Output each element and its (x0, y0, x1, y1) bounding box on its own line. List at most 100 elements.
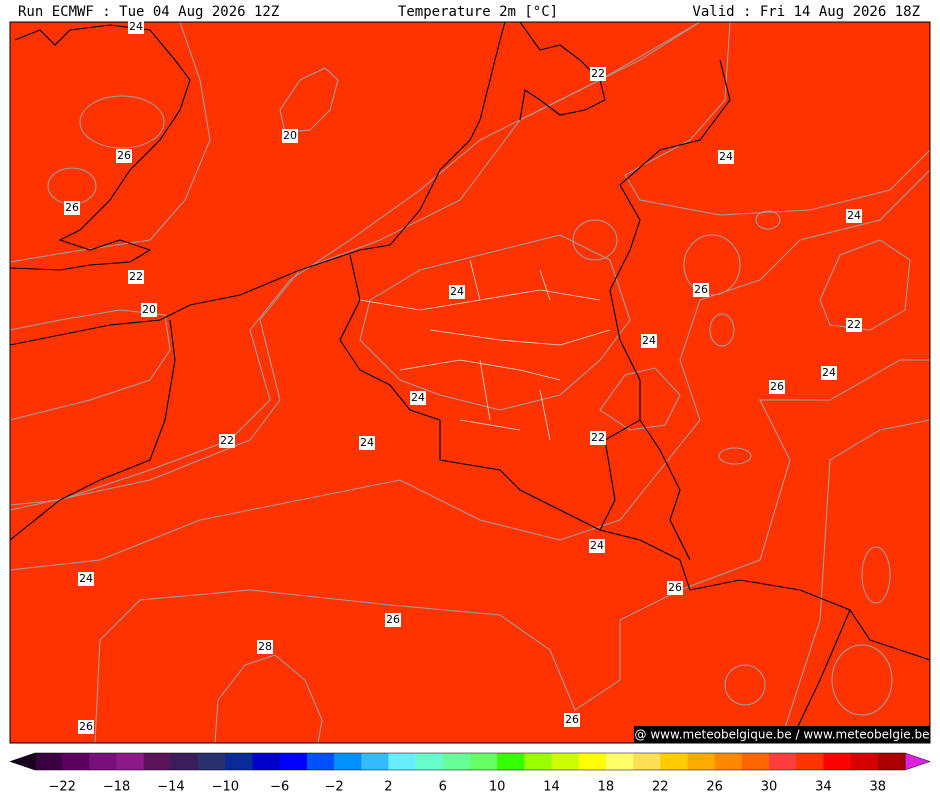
colorbar-segment (442, 753, 471, 770)
temp-zone (819, 239, 911, 331)
contour-label-box (590, 431, 606, 445)
colorbar-frame (34, 752, 906, 771)
contour-label-box (359, 436, 375, 450)
colorbar-tick-label: −2 (324, 780, 343, 795)
contour-label-box (846, 318, 862, 332)
border (599, 529, 930, 661)
colorbar-segment (334, 753, 362, 770)
temp-zone (79, 95, 165, 149)
colorbar-over (904, 752, 931, 771)
colorbar-segment (605, 753, 634, 770)
contour-label: 20 (142, 303, 156, 316)
contour-label: 24 (642, 334, 656, 347)
temp-zone (599, 367, 681, 431)
colorbar-tick-label: 6 (439, 780, 447, 795)
contour-label-box (78, 572, 94, 586)
temp-zone (10, 22, 211, 263)
contour-label-box (821, 366, 837, 380)
colorbar-segment (714, 753, 743, 770)
colorbar-segment (252, 753, 280, 770)
colorbar-tick-label: −18 (103, 780, 130, 795)
colorbar-segment (660, 753, 688, 770)
colorbar-tick-label: −10 (212, 780, 239, 795)
colorbar-tick-label: −6 (270, 780, 289, 795)
colorbar-segment (769, 753, 797, 770)
colorbar-segment (850, 753, 879, 770)
temp-zone (779, 419, 930, 743)
contour-label-box (590, 67, 606, 81)
colorbar: −22 −18 −14 −10 −6 −2 2 6 10 14 18 22 26 30 34 38 (9, 752, 931, 795)
contour-label-box (257, 640, 273, 654)
contour-label-box (128, 20, 144, 34)
colorbar-segment (796, 753, 824, 770)
contour-label: 26 (694, 283, 708, 296)
colorbar-segment (877, 753, 906, 770)
colorbar-segment (633, 753, 661, 770)
contour-label-box (116, 149, 132, 163)
temp-zone (861, 546, 891, 604)
temp-zone (755, 210, 781, 230)
colorbar-segment (62, 753, 90, 770)
colorbar-segment (306, 753, 335, 770)
contour-label: 24 (411, 391, 425, 404)
contour-label-box (564, 713, 580, 727)
contour-label: 22 (591, 67, 605, 80)
colorbar-segment (687, 753, 715, 770)
colorbar-segment (89, 753, 117, 770)
contour-label: 24 (79, 572, 93, 585)
contour-label: 26 (79, 720, 93, 733)
contour-label: 24 (847, 209, 861, 222)
temp-zone (718, 447, 752, 465)
contour-label: 26 (117, 149, 131, 162)
contour-label: 22 (129, 270, 143, 283)
colorbar-segment (741, 753, 770, 770)
colorbar-tick-label: −14 (157, 780, 184, 795)
temp-zone (572, 219, 618, 261)
contour-label: 24 (719, 150, 733, 163)
contour-label-box (641, 334, 657, 348)
contour-label-box (385, 613, 401, 627)
colorbar-segment (143, 753, 172, 770)
temp-zone (709, 313, 735, 347)
contour-label: 22 (220, 434, 234, 447)
contour-label-box (219, 434, 235, 448)
contour-label-box (718, 150, 734, 164)
contour-label: 26 (386, 613, 400, 626)
contour-label: 24 (129, 20, 143, 33)
contour-label-box (64, 201, 80, 215)
colorbar-tick-label: 14 (543, 780, 560, 795)
contour-label-box (128, 270, 144, 284)
temp-zone (359, 234, 631, 411)
contour-label: 26 (770, 380, 784, 393)
colorbar-segment (524, 753, 552, 770)
map-background (10, 22, 930, 743)
contour-label-box (667, 581, 683, 595)
run-info: Run ECMWF : Tue 04 Aug 2026 12Z (18, 4, 279, 20)
colorbar-tick-label: 38 (870, 780, 887, 795)
colorbar-segment (497, 753, 525, 770)
colorbar-segment (279, 753, 308, 770)
temp-zone (683, 234, 741, 296)
contour-label: 22 (847, 318, 861, 331)
colorbar-segment (551, 753, 580, 770)
coastline (519, 22, 606, 121)
contour-label: 26 (65, 201, 79, 214)
contour-label: 24 (360, 436, 374, 449)
contour-label-box (141, 303, 157, 317)
contour-label: 24 (822, 366, 836, 379)
colorbar-tick-label: 26 (706, 780, 723, 795)
colorbar-tick-label: −22 (48, 780, 75, 795)
coastline (10, 22, 506, 346)
colorbar-segment (198, 753, 226, 770)
border (639, 419, 691, 561)
colorbar-tick-label: 10 (489, 780, 506, 795)
temp-zone (831, 644, 893, 716)
map-frame (9, 21, 931, 744)
contour-label: 24 (590, 539, 604, 552)
temp-zone (724, 664, 766, 706)
colorbar-under (9, 752, 36, 771)
temp-zone (10, 309, 171, 421)
colorbar-segment (35, 753, 63, 770)
temp-zone (214, 654, 323, 743)
